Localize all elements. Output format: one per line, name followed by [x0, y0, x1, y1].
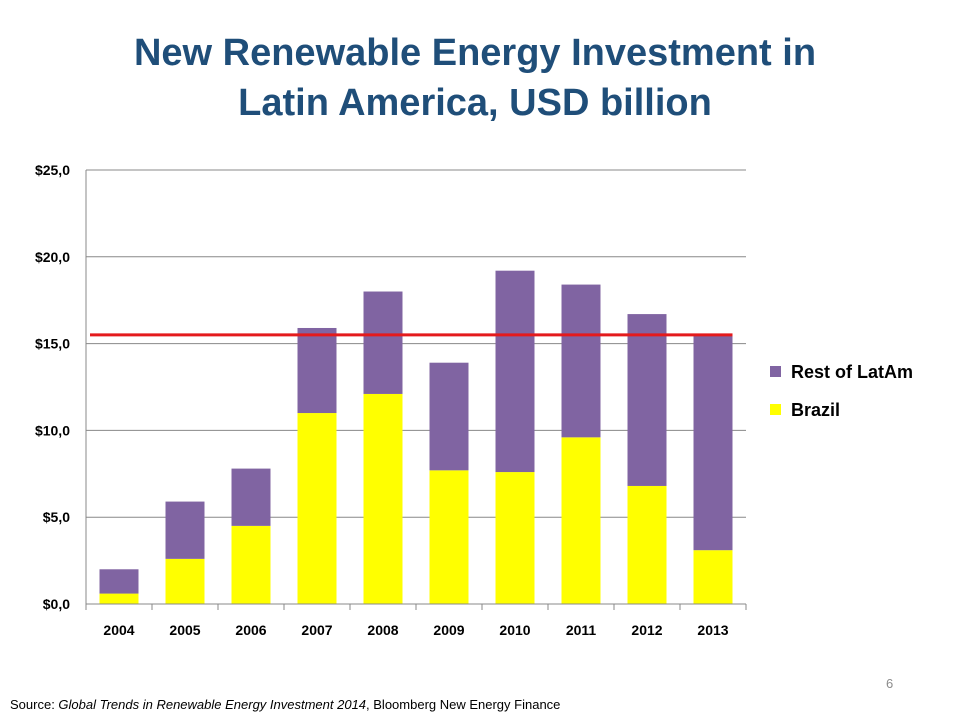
bar-brazil [99, 593, 139, 604]
page-number: 6 [886, 676, 894, 691]
title-line-2: Latin America, USD billion [238, 82, 712, 124]
legend-label: Brazil [791, 400, 840, 420]
source-suffix: , Bloomberg New Energy Finance [366, 697, 561, 712]
bar-rest-of-latam [231, 468, 271, 526]
bar-brazil [561, 437, 601, 604]
y-tick-label: $20,0 [35, 249, 70, 265]
source-prefix: Source: [10, 697, 59, 712]
x-tick-label: 2013 [697, 622, 728, 638]
y-tick-label: $15,0 [35, 336, 70, 352]
bar-rest-of-latam [429, 362, 469, 471]
bar-brazil [693, 550, 733, 604]
y-tick-label: $25,0 [35, 162, 70, 178]
x-tick-label: 2004 [103, 622, 134, 638]
bar-rest-of-latam [495, 270, 535, 473]
x-tick-label: 2008 [367, 622, 398, 638]
bar-rest-of-latam [99, 569, 139, 594]
x-tick-label: 2010 [499, 622, 530, 638]
x-tick-label: 2012 [631, 622, 662, 638]
bar-rest-of-latam [165, 501, 205, 559]
legend-swatch [770, 366, 781, 377]
x-tick-label: 2005 [169, 622, 200, 638]
bar-rest-of-latam [561, 284, 601, 438]
y-tick-label: $5,0 [43, 509, 70, 525]
legend-swatch [770, 404, 781, 415]
bar-brazil [297, 413, 337, 604]
bar-rest-of-latam [297, 327, 337, 414]
y-tick-label: $10,0 [35, 422, 70, 438]
slide-title: New Renewable Energy Investment in Latin… [100, 28, 850, 128]
bar-brazil [495, 472, 535, 604]
bar-brazil [363, 393, 403, 604]
bar-rest-of-latam [693, 334, 733, 551]
source-title: Global Trends in Renewable Energy Invest… [58, 697, 367, 712]
bar-rest-of-latam [627, 314, 667, 486]
bar-brazil [231, 525, 271, 604]
x-tick-label: 2006 [235, 622, 266, 638]
bar-rest-of-latam [363, 291, 403, 394]
x-tick-label: 2011 [566, 622, 597, 638]
source-note: Source: Global Trends in Renewable Energ… [10, 697, 560, 712]
title-line-1: New Renewable Energy Investment in [133, 32, 817, 74]
bar-brazil [627, 485, 667, 604]
x-tick-label: 2007 [301, 622, 332, 638]
legend-label: Rest of LatAm [791, 362, 913, 382]
y-tick-label: $0,0 [43, 596, 70, 612]
bar-brazil [429, 470, 469, 604]
bar-brazil [165, 558, 205, 604]
x-tick-label: 2009 [433, 622, 464, 638]
